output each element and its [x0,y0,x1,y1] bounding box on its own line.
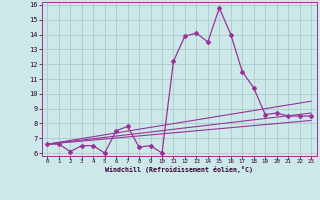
X-axis label: Windchill (Refroidissement éolien,°C): Windchill (Refroidissement éolien,°C) [105,166,253,173]
